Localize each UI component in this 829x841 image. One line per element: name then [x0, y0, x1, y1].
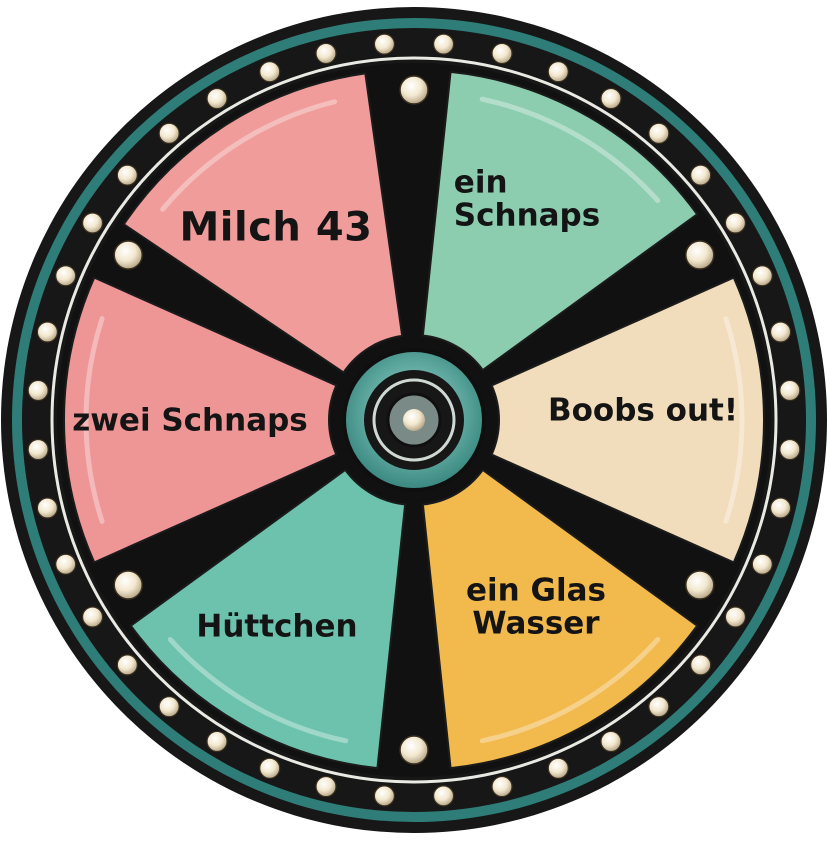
hub-cap — [403, 409, 425, 431]
rim-bulb — [724, 606, 747, 628]
rim-bulb — [158, 696, 180, 718]
rim-bulb — [648, 122, 670, 144]
segment-label-zwei-schnaps: zwei Schnaps — [72, 402, 308, 439]
wheel-segment-zwei-schnaps — [63, 276, 338, 564]
spoke-bulb — [399, 75, 429, 105]
rim-bulb — [779, 379, 801, 402]
rim-bulb — [206, 87, 228, 110]
wheel-bulbs — [27, 33, 801, 807]
rim-inner-line — [50, 56, 778, 784]
segment-highlight-zwei-schnaps — [83, 316, 105, 524]
segment-label-milch-43: Milch 43 — [179, 204, 373, 251]
rim-bulb — [373, 785, 396, 807]
rim-bulb — [547, 61, 569, 83]
rim-bulb — [259, 757, 281, 779]
wheel-hub — [334, 340, 494, 500]
rim-bulb — [55, 553, 77, 575]
rim-bulb — [81, 606, 104, 628]
rim-bulb — [491, 775, 513, 798]
segment-highlight-boobs-out — [723, 316, 745, 524]
wheel-segment-ein-schnaps — [421, 70, 699, 372]
rim-bulb — [724, 212, 747, 234]
spoke-bulb — [113, 240, 143, 270]
rim-bulb — [751, 265, 773, 287]
segment-label-boobs-out: Boobs out! — [548, 392, 738, 429]
rim-bulb — [432, 33, 455, 55]
segment-highlight-milch-43 — [160, 99, 338, 212]
rim-bulb — [27, 379, 49, 402]
rim-bulb — [648, 696, 670, 718]
wheel-segment-huettchen — [129, 468, 407, 770]
segment-label-ein-glas-wasser: ein Glas Wasser — [466, 572, 606, 642]
rim-bulb — [259, 61, 281, 83]
rim-bulb — [373, 33, 396, 55]
spoke-bulb — [113, 570, 143, 600]
segment-highlight-ein-schnaps — [479, 96, 661, 204]
rim-bulb — [36, 497, 59, 519]
rim-bulb — [36, 321, 59, 343]
rim-bulb — [206, 730, 228, 753]
rim-bulb — [81, 212, 104, 234]
rim-bulb — [116, 654, 138, 676]
rim-bulb — [315, 42, 337, 65]
wheel-segment-boobs-out — [490, 276, 765, 564]
segment-highlight-huettchen — [167, 636, 349, 744]
rim-bulb — [27, 438, 49, 461]
rim-bulb — [769, 497, 792, 519]
rim-bulb — [690, 654, 712, 676]
segment-highlight-ein-glas-wasser — [479, 636, 661, 744]
rim-bulb — [491, 42, 513, 65]
segment-label-ein-schnaps: ein Schnaps — [453, 164, 601, 234]
rim-bulb — [769, 321, 792, 343]
rim-bulb — [55, 265, 77, 287]
rim-bulb — [600, 730, 622, 753]
rim-bulb — [547, 757, 569, 779]
hub-inner-line — [372, 378, 456, 462]
spoke-bulb — [399, 735, 429, 765]
rim-bulb — [600, 87, 622, 110]
rim-bulb — [690, 164, 712, 186]
rim-bulb — [751, 553, 773, 575]
spoke-bulb — [685, 240, 715, 270]
segment-label-huettchen: Hüttchen — [196, 608, 358, 645]
rim-bulb — [116, 164, 138, 186]
wheel-segment-ein-glas-wasser — [421, 468, 699, 770]
rim-bulb — [779, 438, 801, 461]
rim-bulb — [315, 775, 337, 798]
rim-bulb — [158, 122, 180, 144]
rim-bulb — [432, 785, 455, 807]
wheel-segments — [63, 70, 765, 770]
wheel-segment-milch-43 — [122, 72, 404, 374]
spoke-bulb — [685, 570, 715, 600]
